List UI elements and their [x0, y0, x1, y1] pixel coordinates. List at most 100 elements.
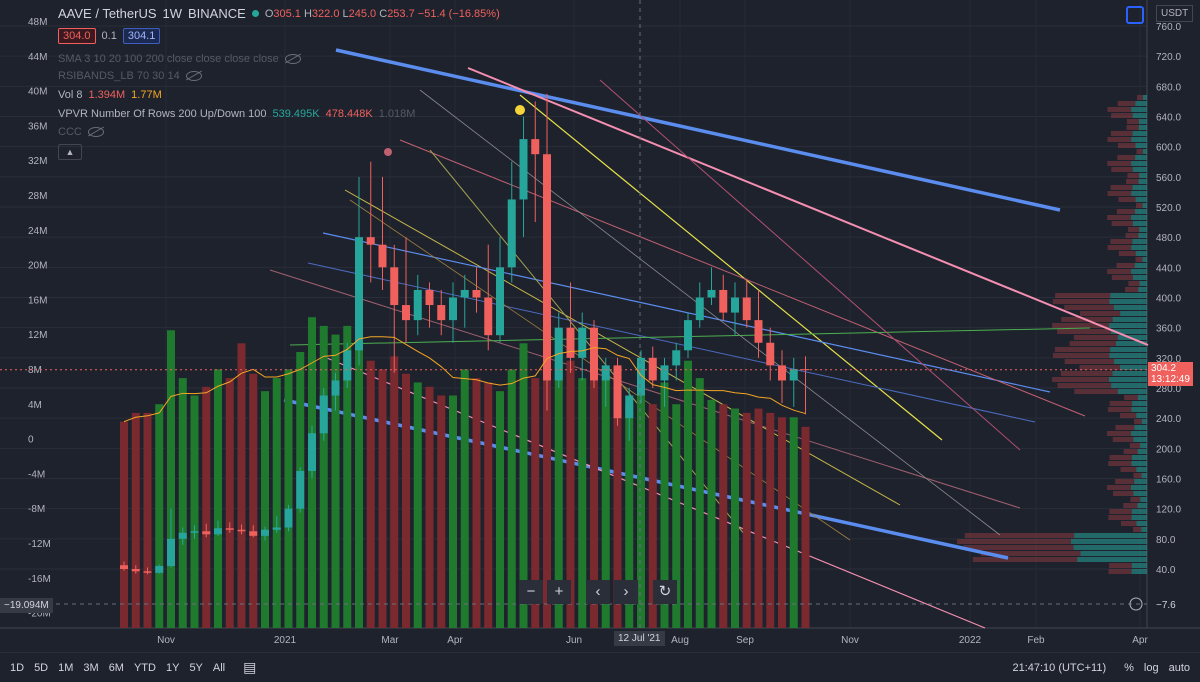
vpvr-bar-down — [1060, 371, 1113, 376]
candle-body — [272, 527, 281, 530]
vpvr-bar-up — [1112, 371, 1147, 376]
trend-line — [419, 89, 1001, 536]
exchange-label: BINANCE — [188, 6, 246, 21]
vpvr-bar-down — [1110, 185, 1133, 190]
volume-indicator-legend[interactable]: Vol 8 1.394M 1.77M — [58, 89, 162, 101]
vpvr-bar-up — [1135, 101, 1147, 106]
rsibands-indicator-legend[interactable]: RSIBANDS_LB 70 30 14 — [58, 70, 202, 82]
range-6m[interactable]: 6M — [108, 661, 124, 674]
volume-axis-label: 44M — [28, 52, 47, 63]
price-axis-label: 360.0 — [1156, 324, 1181, 335]
vpvr-bar-up — [1132, 185, 1147, 190]
candle-body — [601, 365, 610, 381]
vpvr-bar-up — [1077, 557, 1147, 562]
vpvr-bar-down — [1079, 365, 1120, 370]
zoom-out-button[interactable]: − — [519, 580, 543, 604]
vpvr-bar-up — [1116, 341, 1147, 346]
candle-body — [637, 357, 645, 396]
price-axis-label: 160.0 — [1156, 475, 1181, 486]
candle-body — [355, 237, 363, 351]
range-1m[interactable]: 1M — [58, 661, 74, 674]
range-3m[interactable]: 3M — [83, 661, 99, 674]
volume-bar — [578, 378, 587, 628]
candle-body — [578, 327, 587, 358]
vpvr-bar-down — [1107, 191, 1132, 196]
volume-bar — [472, 378, 481, 628]
volume-bar — [225, 378, 234, 628]
candle-body — [214, 528, 222, 535]
vpvr-bar-down — [1115, 479, 1135, 484]
clock-label[interactable]: 21:47:10 (UTC+11) — [1012, 661, 1107, 674]
vpvr-bar-up — [1138, 179, 1147, 184]
time-axis-label: Sep — [736, 635, 754, 646]
buy-price-button[interactable]: 304.1 — [122, 28, 161, 44]
scroll-left-button[interactable]: ‹ — [586, 580, 610, 604]
volume-bar — [613, 395, 622, 628]
scroll-right-button[interactable]: › — [614, 580, 638, 604]
volume-bar — [425, 386, 434, 628]
time-axis-label: 2022 — [959, 635, 982, 646]
currency-label[interactable]: USDT — [1156, 5, 1194, 22]
range-5d[interactable]: 5D — [34, 661, 49, 674]
vpvr-bar-up — [1132, 167, 1147, 172]
auto-toggle[interactable]: auto — [1168, 661, 1190, 674]
range-1d[interactable]: 1D — [10, 661, 25, 674]
percent-toggle[interactable]: % — [1124, 661, 1134, 674]
ccc-indicator-legend[interactable]: CCC — [58, 126, 104, 138]
hidden-eye-icon[interactable] — [87, 127, 104, 137]
vpvr-bar-down — [1116, 263, 1135, 268]
vpvr-bar-up — [1138, 287, 1147, 292]
volume-bar — [566, 360, 575, 628]
range-5y[interactable]: 5Y — [189, 661, 203, 674]
range-all[interactable]: All — [212, 661, 226, 674]
vpvr-bar-up — [1071, 539, 1147, 544]
trend-line — [519, 94, 943, 441]
candle-body — [766, 342, 775, 366]
candle-body — [202, 531, 211, 535]
price-axis-label: 80.0 — [1156, 535, 1176, 546]
vpvr-bar-up — [1131, 245, 1147, 250]
price-axis-label: 320.0 — [1156, 354, 1181, 365]
vpvr-bar-down — [1113, 491, 1134, 496]
chart-settings-icon[interactable] — [1126, 6, 1144, 24]
vpvr-bar-up — [1110, 293, 1147, 298]
volume-bar — [237, 343, 246, 628]
range-ytd[interactable]: YTD — [133, 661, 156, 674]
sma-indicator-legend[interactable]: SMA 3 10 20 100 200 close close close cl… — [58, 53, 301, 65]
collapse-legend-button[interactable]: ▲ — [58, 144, 82, 160]
volume-bar — [214, 369, 222, 628]
range-1y[interactable]: 1Y — [165, 661, 180, 674]
hidden-eye-icon[interactable] — [284, 54, 301, 64]
vpvr-bar-down — [1111, 275, 1133, 280]
hidden-eye-icon[interactable] — [185, 71, 202, 81]
vpvr-bar-up — [1132, 113, 1147, 118]
ohlc-values: O305.1 H322.0 L245.0 C253.7 −51.4 (−16.8… — [264, 7, 500, 20]
go-to-date-icon[interactable]: ▤ — [243, 659, 257, 675]
sell-price-button[interactable]: 304.0 — [58, 28, 96, 44]
symbol-label[interactable]: AAVE / TetherUS — [58, 6, 157, 21]
candle-body — [531, 139, 540, 155]
log-toggle[interactable]: log — [1143, 661, 1159, 674]
interval-label[interactable]: 1W — [162, 6, 183, 21]
vpvr-bar-up — [1137, 449, 1147, 454]
trend-line — [467, 67, 1149, 346]
vpvr-bar-up — [1117, 335, 1147, 340]
vpvr-indicator-legend[interactable]: VPVR Number Of Rows 200 Up/Down 100 539.… — [58, 108, 416, 120]
vpvr-bar-down — [1133, 473, 1142, 478]
vpvr-bar-down — [957, 539, 1072, 544]
reset-chart-button[interactable]: ↻ — [653, 580, 677, 604]
price-axis-label: 440.0 — [1156, 263, 1181, 274]
alarm-clock-icon — [515, 105, 525, 115]
vpvr-bar-down — [1127, 227, 1140, 232]
vpvr-bar-down — [1125, 233, 1139, 238]
candle-body — [778, 365, 786, 381]
zoom-in-button[interactable]: + — [547, 580, 571, 604]
crosshair-volume-label: −19.094M — [0, 598, 53, 613]
vpvr-bar-up — [1135, 143, 1147, 148]
vpvr-bar-down — [1116, 209, 1135, 214]
vpvr-bar-up — [1111, 383, 1147, 388]
price-axis-label: 40.0 — [1156, 565, 1176, 576]
vpvr-bar-up — [1131, 191, 1147, 196]
vpvr-bar-up — [1137, 395, 1147, 400]
